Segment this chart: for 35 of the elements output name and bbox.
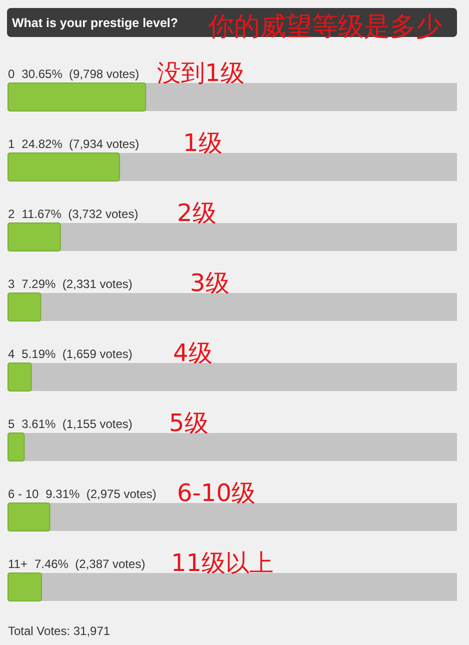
annotation: 6-10级 xyxy=(177,479,256,507)
data-label: 24.82% (7,934 votes) xyxy=(22,137,140,151)
bar xyxy=(8,82,146,112)
text: Total Votes: 31,971 xyxy=(8,624,110,638)
data-label: 30.65% (9,798 votes) xyxy=(22,67,140,81)
annotation: 没到1级 xyxy=(157,59,244,87)
data-label: 7.46% (2,387 votes) xyxy=(34,557,146,571)
annotation: 5级 xyxy=(169,409,208,437)
y-tick-label: 1 xyxy=(8,137,15,151)
y-tick-label: 4 xyxy=(8,347,15,361)
y-tick-label: 11+ xyxy=(8,557,28,571)
annotation: 1级 xyxy=(183,129,222,157)
y-tick-label: 2 xyxy=(8,207,15,221)
bar xyxy=(8,222,61,252)
bar xyxy=(8,572,42,602)
bar xyxy=(8,152,120,182)
y-tick-label: 0 xyxy=(8,67,15,81)
annotation: 3级 xyxy=(190,269,230,297)
bar xyxy=(8,362,32,392)
bar xyxy=(8,502,50,532)
data-label: 3.61% (1,155 votes) xyxy=(22,417,132,431)
bar xyxy=(8,432,25,462)
chart-title: What is your prestige level? xyxy=(12,16,178,30)
data-label: 9.31% (2,975 votes) xyxy=(46,487,156,501)
y-tick-label: 5 xyxy=(8,417,15,431)
annotation: 4级 xyxy=(173,339,212,367)
bar xyxy=(8,292,42,322)
data-label: 7.29% (2,331 votes) xyxy=(22,277,132,291)
y-tick-label: 6 - 10 xyxy=(8,487,40,501)
data-label: 11.67% (3,732 votes) xyxy=(22,207,138,221)
data-label: 5.19% (1,659 votes) xyxy=(22,347,132,361)
annotation: 11级以上 xyxy=(171,549,274,577)
y-tick-label: 3 xyxy=(8,277,15,291)
chart-subtitle: 你的威望等级是多少 xyxy=(207,12,442,42)
annotation: 2级 xyxy=(177,199,216,227)
